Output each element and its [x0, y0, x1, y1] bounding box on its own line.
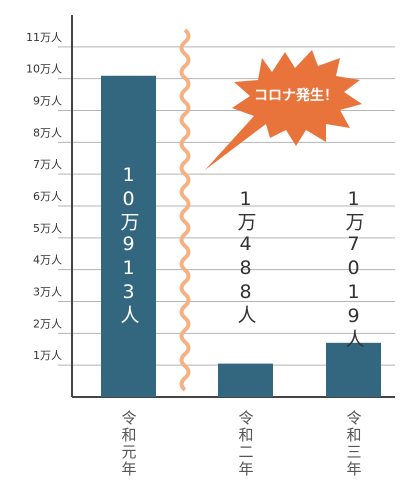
value-label: 1万488人	[235, 188, 257, 326]
x-tick-label: 令和元年	[120, 410, 138, 478]
y-tick-label: 1万人	[33, 349, 62, 362]
y-tick-label: 7万人	[33, 158, 62, 171]
y-tick-label: 3万人	[33, 286, 62, 299]
x-tick-label: 令和三年	[345, 410, 363, 478]
bar	[101, 75, 156, 397]
y-tick-label: 11万人	[26, 31, 62, 44]
y-tick-label: 5万人	[33, 222, 62, 235]
value-label: 1万7019人	[343, 188, 365, 350]
annotation: コロナ発生！	[254, 87, 338, 104]
bar	[218, 363, 273, 397]
y-tick-label: 10万人	[26, 63, 62, 76]
value-label: 10万913人	[118, 164, 140, 326]
bar	[326, 342, 381, 397]
axis-break	[179, 28, 191, 392]
annotation-burst	[205, 50, 362, 170]
y-tick-label: 8万人	[33, 126, 62, 139]
y-tick-label: 4万人	[33, 254, 62, 267]
y-tick-label: 9万人	[33, 95, 62, 108]
y-tick-label: 2万人	[33, 317, 62, 330]
y-tick-label: 6万人	[33, 190, 62, 203]
x-tick-label: 令和二年	[237, 410, 255, 478]
